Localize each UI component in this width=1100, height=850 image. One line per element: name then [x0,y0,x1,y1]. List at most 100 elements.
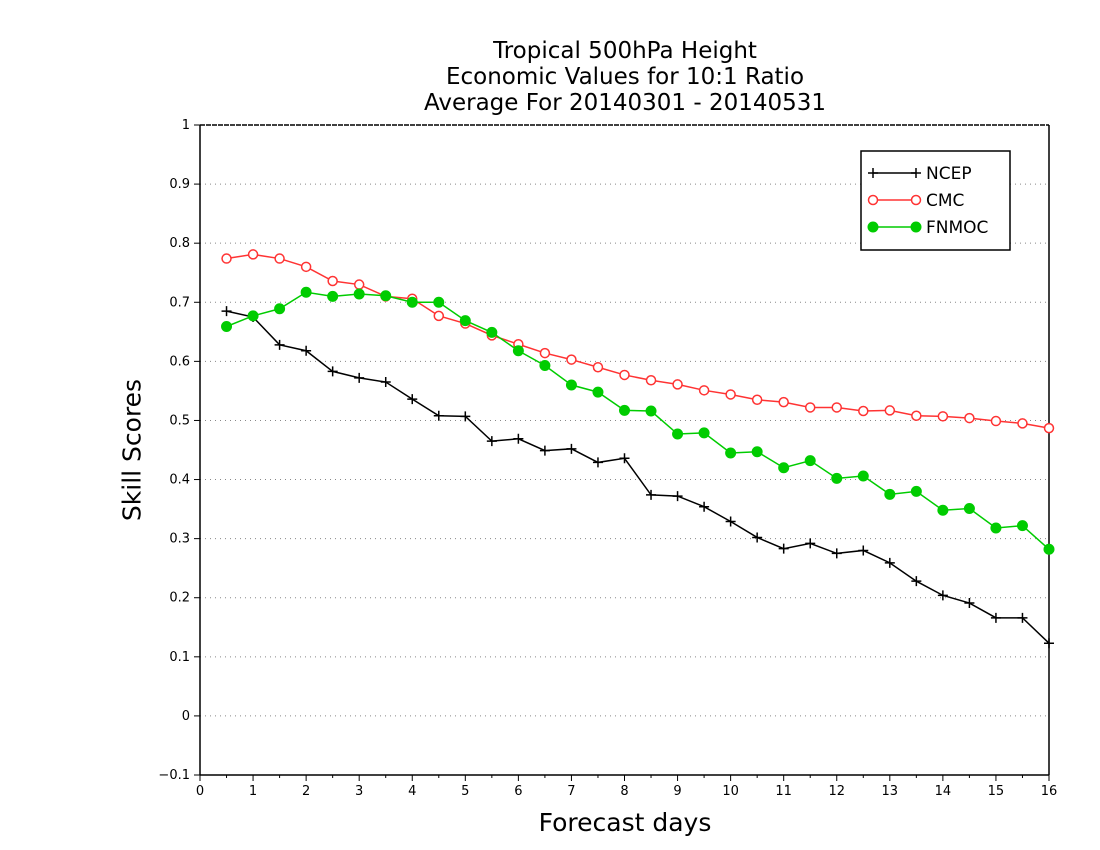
data-point-cmc-31 [1043,422,1055,434]
x-tick-label-6: 6 [514,784,522,799]
legend-label-cmc: CMC [926,191,964,211]
data-point-cmc-8 [433,310,445,322]
data-point-cmc-3 [300,261,312,273]
x-tick-label-1: 1 [249,784,257,799]
legend-marker-b-fnmoc [910,221,922,233]
data-point-ncep-16 [646,489,657,500]
y-axis-label: Skill Scores [117,378,147,522]
data-point-ncep-14 [592,457,603,468]
data-point-cmc-17 [672,379,683,390]
data-point-fnmoc-30 [1016,520,1028,532]
data-point-fnmoc-27 [937,504,949,516]
data-point-ncep-10 [486,436,497,447]
data-point-fnmoc-15 [619,404,630,416]
data-point-fnmoc-13 [565,379,577,391]
data-point-cmc-21 [778,396,789,408]
data-point-fnmoc-22 [804,455,816,467]
data-point-fnmoc-25 [884,488,896,500]
data-point-ncep-28 [964,598,975,609]
legend-marker-b-cmc [910,194,922,206]
chart-title-line-2: Economic Values for 10:1 Ratio [445,64,805,90]
data-point-ncep-2 [274,339,285,350]
data-point-cmc-18 [698,385,710,396]
y-tick-label-11: 1 [182,118,190,133]
data-point-ncep-26 [911,576,922,587]
y-tick-label-7: 0.6 [169,354,190,369]
data-point-fnmoc-4 [327,290,339,302]
data-point-fnmoc-17 [672,428,684,440]
x-tick-label-5: 5 [461,784,469,799]
x-axis-label: Forecast days [538,808,712,837]
data-point-ncep-6 [380,377,391,388]
data-point-fnmoc-26 [910,485,922,497]
data-point-fnmoc-14 [592,386,604,398]
data-point-fnmoc-0 [221,321,233,332]
y-tick-label-9: 0.8 [169,236,190,251]
data-point-ncep-30 [1017,612,1028,623]
data-point-ncep-8 [433,410,444,421]
data-point-ncep-4 [327,366,338,377]
x-tick-label-11: 11 [775,784,792,799]
data-point-cmc-16 [645,375,657,386]
x-tick-label-8: 8 [620,784,628,799]
data-point-fnmoc-24 [857,470,869,482]
legend-marker-a-ncep [868,168,878,178]
y-tick-label-5: 0.4 [169,473,190,488]
legend-marker-a-fnmoc [867,221,879,233]
data-point-fnmoc-31 [1043,543,1055,555]
chart-title-line-1: Tropical 500hPa Height [493,38,757,64]
data-point-cmc-25 [884,405,896,416]
data-point-cmc-13 [566,354,577,365]
y-tick-label-6: 0.5 [169,413,190,428]
x-tick-label-13: 13 [882,784,899,799]
data-point-fnmoc-29 [990,522,1002,534]
data-point-fnmoc-3 [300,286,312,298]
data-point-cmc-1 [247,249,259,260]
data-point-ncep-21 [778,543,789,554]
data-point-ncep-5 [354,372,365,383]
y-tick-label-3: 0.2 [169,591,190,606]
data-point-ncep-22 [805,538,816,549]
data-point-fnmoc-28 [963,503,975,514]
data-point-cmc-22 [804,402,816,413]
data-point-ncep-9 [460,411,471,422]
x-tick-label-3: 3 [355,784,363,799]
data-point-fnmoc-20 [751,446,763,458]
data-point-ncep-23 [831,548,842,559]
data-point-fnmoc-9 [459,315,471,327]
data-point-cmc-12 [539,347,551,359]
data-point-cmc-28 [964,412,975,424]
y-tick-label-8: 0.7 [169,295,190,310]
data-point-cmc-15 [619,369,630,381]
data-point-fnmoc-18 [698,427,710,439]
data-point-fnmoc-23 [831,472,843,484]
data-point-fnmoc-16 [645,405,657,417]
data-point-fnmoc-11 [512,345,524,357]
data-point-cmc-20 [751,394,763,406]
x-tick-label-10: 10 [722,784,739,799]
data-point-fnmoc-8 [433,296,445,308]
data-point-ncep-11 [513,433,524,444]
data-point-ncep-3 [301,345,312,356]
chart-title-line-3: Average For 20140301 - 20140531 [423,90,827,116]
data-point-fnmoc-10 [486,326,498,338]
data-point-cmc-0 [221,253,232,264]
data-point-cmc-24 [858,405,869,417]
data-point-fnmoc-19 [725,447,737,459]
x-tick-label-2: 2 [302,784,310,799]
x-tick-label-0: 0 [196,784,204,799]
data-point-cmc-30 [1017,418,1028,429]
data-point-fnmoc-21 [778,462,790,474]
data-point-ncep-15 [619,453,630,464]
x-tick-label-4: 4 [408,784,416,799]
y-tick-label-1: 0 [182,709,190,724]
y-tick-label-10: 0.9 [169,177,190,192]
x-tick-label-15: 15 [988,784,1005,799]
data-point-fnmoc-5 [353,288,365,300]
data-point-ncep-18 [699,501,710,512]
legend-label-fnmoc: FNMOC [926,218,988,238]
series-line-cmc [226,253,1050,429]
y-tick-label-4: 0.3 [169,532,190,547]
data-point-fnmoc-7 [406,296,418,308]
x-tick-label-9: 9 [673,784,681,799]
